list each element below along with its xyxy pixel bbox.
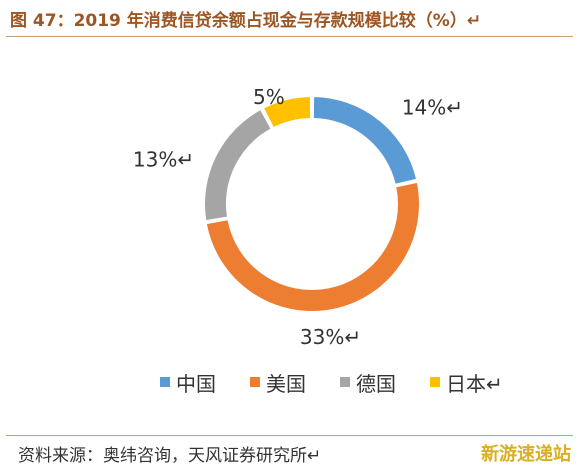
legend-item-2: 德国 (340, 368, 396, 397)
legend-item-3: 日本↵ (430, 368, 503, 397)
slice-label-1: 33%↵ (300, 325, 361, 349)
footer-divider (6, 435, 573, 436)
chart-area: 14%↵ 33%↵ 13%↵ 5% (0, 40, 579, 400)
legend-label: 德国 (356, 371, 396, 396)
slice-label-2: 13%↵ (133, 148, 194, 172)
legend-swatch (250, 377, 260, 387)
chart-legend: 中国 美国 德国 日本↵ (160, 368, 540, 396)
slice-3 (261, 94, 313, 130)
watermark-logo: 新游速递站 (481, 444, 571, 465)
source-note: 资料来源：奥纬咨询，天风证券研究所↵ (18, 446, 322, 466)
legend-label: 中国 (176, 371, 216, 396)
chart-title: 图 47：2019 年消费信贷余额占现金与存款规模比较（%）↵ (10, 11, 482, 31)
slice-label-3: 5% (253, 85, 285, 109)
slice-1 (204, 180, 421, 313)
legend-label: 美国 (266, 371, 306, 396)
legend-label: 日本↵ (446, 371, 503, 396)
slice-label-0: 14%↵ (402, 95, 463, 119)
slice-0 (311, 94, 419, 186)
title-divider (6, 36, 573, 37)
legend-swatch (160, 377, 170, 387)
slice-2 (203, 107, 274, 223)
legend-item-1: 美国 (250, 368, 306, 397)
legend-swatch (340, 377, 350, 387)
donut-chart: 14%↵ 33%↵ 13%↵ 5% (133, 85, 463, 349)
legend-swatch (430, 377, 440, 387)
legend-item-0: 中国 (160, 368, 216, 397)
